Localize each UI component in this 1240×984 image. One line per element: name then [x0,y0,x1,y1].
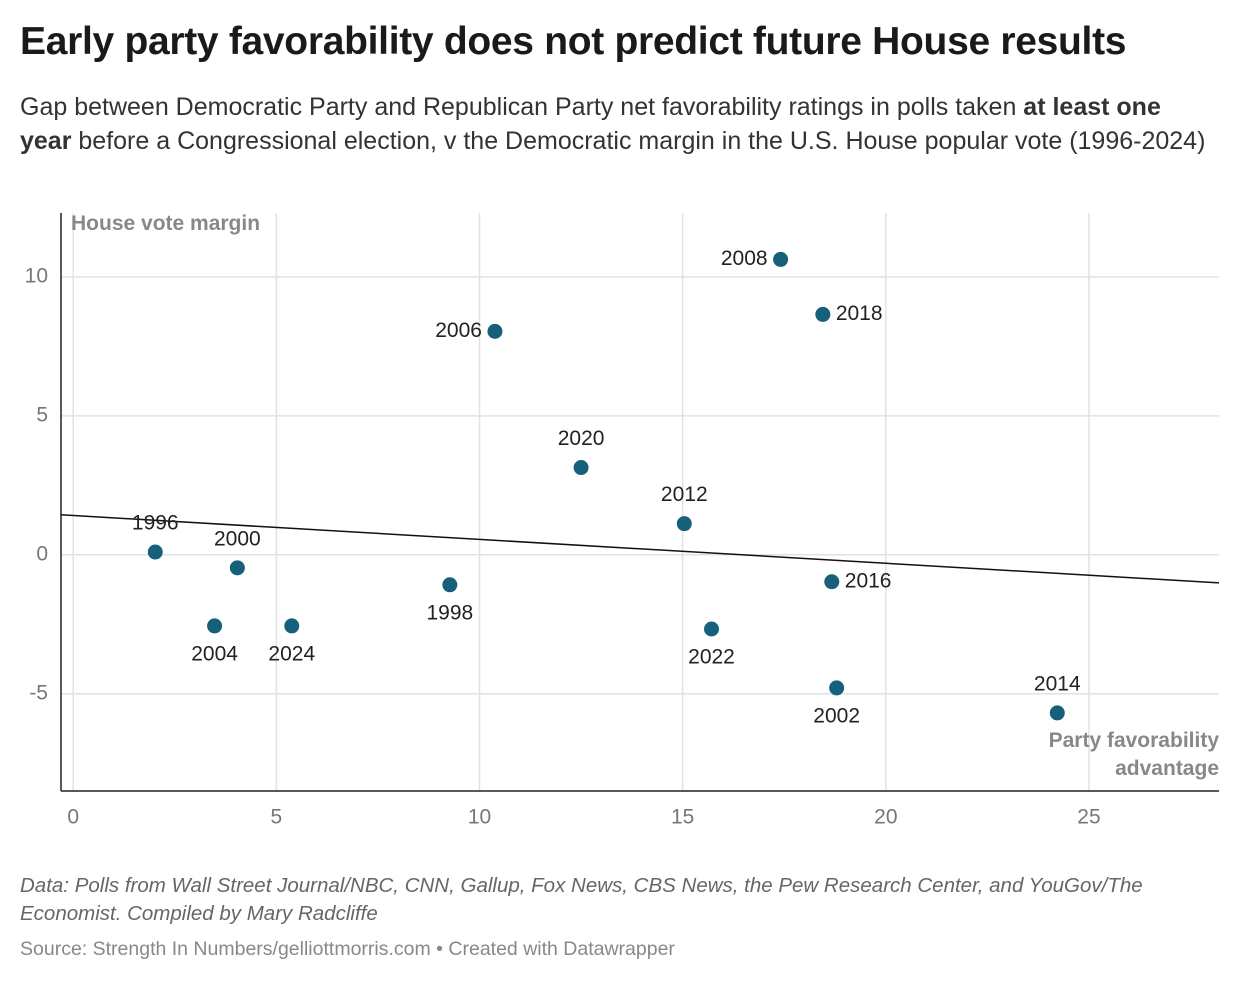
point [487,323,503,339]
x-tick-label: 5 [271,806,283,829]
point [573,460,589,476]
point-label: 2006 [435,319,482,342]
x-tick-label: 0 [67,806,79,829]
point-label: 2012 [661,483,708,506]
source: Source: Strength In Numbers/gelliottmorr… [20,938,675,960]
y-tick-label: 10 [25,264,48,287]
y-tick-label: -5 [29,681,48,704]
subtitle-text: before a Congressional election, v the D… [71,127,1206,155]
point [229,560,245,576]
point [1049,705,1065,721]
subtitle-text: Gap between Democratic Party and Republi… [20,93,1024,121]
point [824,574,840,590]
point-label: 2004 [191,642,238,665]
point-label: 2024 [268,642,315,665]
subtitle-bold: at least one year [20,93,1161,155]
chart-title: Early party favorability does not predic… [20,20,1127,63]
point [704,621,720,637]
notes: Data: Polls from Wall Street Journal/NBC… [20,874,1143,925]
point-label: 2018 [836,302,883,325]
point-label: 2002 [813,704,860,727]
point-label: 1996 [132,512,179,535]
point-label: 2014 [1034,672,1081,695]
x-tick-label: 10 [468,806,491,829]
point [815,306,831,322]
point-label: 2008 [721,247,768,270]
point [147,544,163,560]
point [284,618,300,634]
point-label: 1998 [426,601,473,624]
x-axis-label: Party favorability advantage [1048,729,1219,780]
x-tick-label: 15 [671,806,694,829]
point [829,680,845,696]
point-label: 2020 [558,427,605,450]
x-tick-label: 20 [874,806,897,829]
point-label: 2000 [214,527,261,550]
y-tick-label: 5 [36,403,48,426]
point-label: 2016 [845,569,892,592]
chart-subtitle: Gap between Democratic Party and Republi… [20,90,1210,158]
point [442,577,458,593]
point [773,251,789,267]
x-tick-label: 25 [1077,806,1100,829]
point [207,618,223,634]
point-label: 2022 [688,646,735,669]
point [676,516,692,532]
y-tick-label: 0 [36,542,48,565]
trend-line [60,514,1220,584]
y-axis-label: House vote margin [71,212,261,235]
